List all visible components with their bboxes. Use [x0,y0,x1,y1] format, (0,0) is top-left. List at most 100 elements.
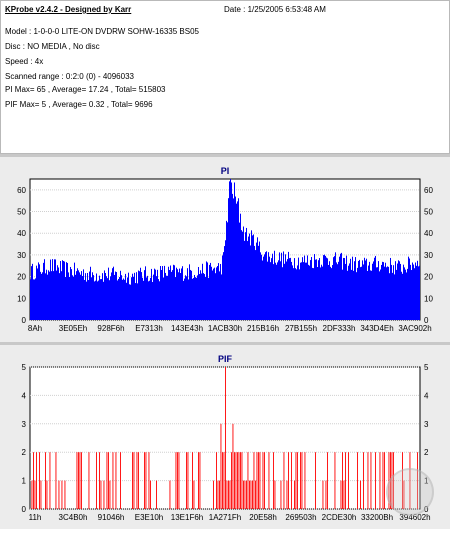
bar [286,261,287,320]
bar [154,268,155,320]
bar [61,271,62,320]
bar [40,480,42,509]
bar [151,268,152,320]
bar [272,253,273,320]
bar [386,267,387,320]
bar [64,261,65,320]
bar [135,283,136,320]
bar [107,278,108,320]
bar [211,266,212,320]
bar [88,452,90,509]
bar [231,182,232,320]
bar [344,258,345,320]
bar [299,269,300,320]
bar [315,259,316,320]
bar [374,257,375,320]
y-tick-label-left: 0 [22,505,27,514]
bar [263,256,264,320]
x-tick-label: 3AC902h [398,324,431,333]
bar [84,279,85,320]
bar [222,452,223,509]
bar [288,452,289,509]
bar [405,269,406,320]
bar [331,268,332,320]
bar [334,452,336,509]
y-tick-label-right: 4 [424,391,429,400]
bar [400,263,401,320]
bar [320,267,321,320]
bar [177,269,178,320]
bar [156,480,157,509]
bar [186,276,187,320]
bar [370,270,371,320]
bar [136,272,137,320]
bar [223,452,225,509]
bar [145,452,147,509]
bar [93,275,94,320]
app-title: KProbe v2.4.2 - Designed by Karr [5,5,132,14]
bar [233,198,234,320]
bar [287,259,288,320]
bar [362,260,363,320]
x-tick-label: 91046h [98,513,125,522]
bar [243,480,244,509]
bar [236,203,237,320]
bar [389,273,390,320]
bar [382,452,384,509]
bar [414,268,415,320]
bar [268,252,269,320]
bar [340,253,341,320]
separator [0,154,450,157]
bar [35,278,36,320]
bar [367,270,368,320]
bar [33,279,34,320]
x-tick-label: 2DF333h [323,324,356,333]
bar [347,270,348,320]
bar [318,260,319,320]
bar [274,250,275,320]
pi-chart-panel: PI 0 0 10 10 20 20 30 30 40 40 50 50 60 60 8Ah 3E05Eh 928… [0,157,450,342]
bar [64,480,66,509]
x-tick-label: 2CDE30h [322,513,357,522]
bar [257,237,258,320]
bar [149,280,150,320]
bar [126,282,127,320]
bar [295,452,297,509]
bar [415,262,416,320]
bar [163,277,164,320]
bar [403,264,404,320]
bar [140,267,141,320]
bar [54,259,55,320]
bar [96,273,97,320]
y-tick-label-left: 0 [22,316,27,325]
bar [59,273,60,320]
bar [243,226,244,320]
bar [50,259,51,320]
x-tick-label: 13E1F6h [171,513,203,522]
bar [267,261,268,320]
bar [321,264,322,320]
bar [288,251,289,320]
x-tick-label: 1A271Fh [209,513,241,522]
bar [346,255,347,320]
bar [378,261,379,320]
pi-chart: PI 0 0 10 10 20 20 30 30 40 40 50 50 60 60 8Ah 3E05Eh 928… [17,166,433,333]
bar [245,232,246,320]
bar [132,452,133,509]
bar [141,272,142,320]
bar [262,452,264,509]
bar [97,281,98,320]
model-line: Model : 1-0-0-0 LITE-ON DVDRW SOHW-16335… [5,27,199,36]
bar [343,257,344,320]
bar [328,264,329,320]
bar [294,258,295,320]
bar [169,269,170,320]
bar [91,277,92,320]
bar [382,261,383,320]
bar [354,261,355,320]
x-tick-label: 3C4B0h [59,513,88,522]
bar [116,272,117,320]
bar [410,264,411,320]
bar [368,265,369,320]
